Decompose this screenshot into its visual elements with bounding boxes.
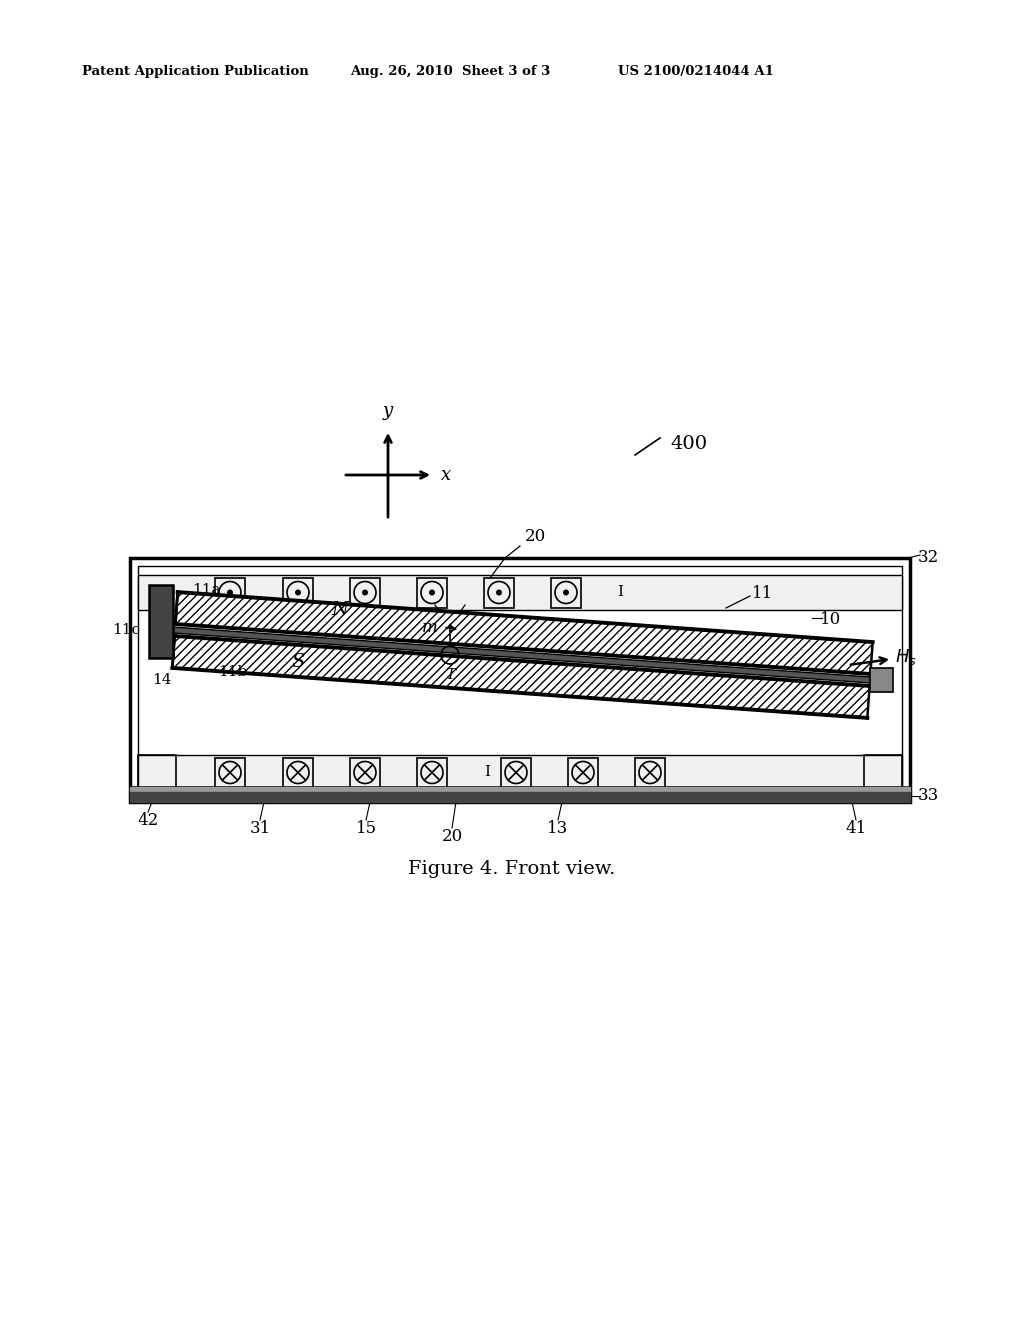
Circle shape [362,590,368,595]
Circle shape [563,590,569,595]
Text: 20: 20 [441,828,463,845]
Text: x: x [441,466,452,484]
Text: 41: 41 [846,820,866,837]
Polygon shape [175,593,872,675]
Text: I: I [617,586,623,599]
Text: 20: 20 [525,528,546,545]
Polygon shape [150,585,173,657]
Polygon shape [138,576,902,610]
Text: 14: 14 [152,673,171,686]
Text: 32: 32 [918,549,939,566]
Text: Aug. 26, 2010  Sheet 3 of 3: Aug. 26, 2010 Sheet 3 of 3 [350,65,550,78]
Text: 31: 31 [250,820,270,837]
Circle shape [295,590,301,595]
Text: 11: 11 [752,586,773,602]
Circle shape [227,590,233,595]
Polygon shape [138,755,902,789]
Text: 11a: 11a [193,583,220,597]
Text: m: m [422,619,438,635]
Circle shape [429,590,435,595]
Text: S: S [291,653,305,671]
Text: Figure 4. Front view.: Figure 4. Front view. [409,861,615,878]
Text: 400: 400 [670,436,708,453]
Text: Patent Application Publication: Patent Application Publication [82,65,309,78]
Text: N: N [332,601,348,619]
Text: 11c: 11c [112,623,140,638]
Text: I: I [484,766,490,780]
Text: 10: 10 [820,611,842,628]
Text: 11b: 11b [218,665,247,678]
Polygon shape [173,627,870,682]
Text: T: T [445,668,455,682]
Text: 13: 13 [548,820,568,837]
Circle shape [496,590,502,595]
Text: $H_s$: $H_s$ [895,647,916,667]
Text: 15: 15 [355,820,377,837]
Polygon shape [870,668,893,692]
Text: US 2100/0214044 A1: US 2100/0214044 A1 [618,65,774,78]
Text: 42: 42 [137,812,159,829]
Text: y: y [383,403,393,420]
Polygon shape [172,636,869,718]
Text: 33: 33 [918,788,939,804]
